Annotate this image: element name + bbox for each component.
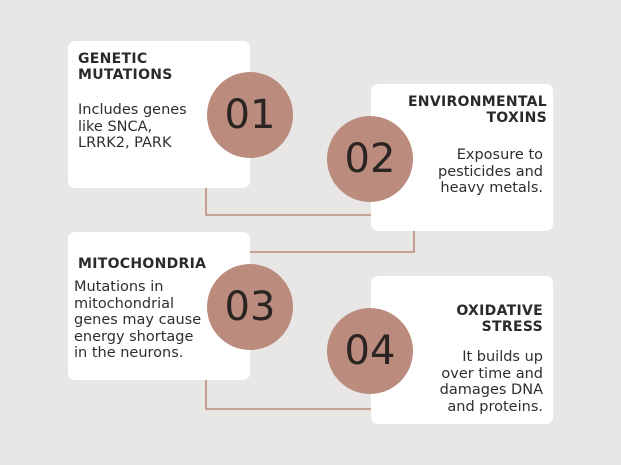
- step-number-badge-04: 04: [327, 308, 413, 394]
- body-line: heavy metals.: [440, 180, 543, 196]
- body-line: energy shortage: [74, 328, 194, 345]
- body-line: like SNCA,: [78, 118, 153, 135]
- body-line: Mutations in: [74, 279, 164, 295]
- connector-01-02: [205, 188, 371, 216]
- card-title: MITOCHONDRIA: [78, 256, 206, 272]
- card-body: Exposure to pesticides and heavy metals.: [438, 147, 543, 197]
- body-line: and proteins.: [447, 398, 543, 415]
- step-number-badge-01: 01: [207, 72, 293, 158]
- title-line: MITOCHONDRIA: [78, 256, 207, 272]
- body-line: LRRK2, PARK: [78, 135, 172, 151]
- step-number-badge-02: 02: [327, 116, 413, 202]
- title-line: ENVIRONMENTAL: [407, 94, 547, 110]
- title-line: STRESS: [481, 319, 543, 335]
- title-line: OXIDATIVE: [456, 303, 543, 319]
- connector-02-03: [250, 231, 415, 253]
- card-body: It builds up over time and damages DNA a…: [440, 349, 543, 415]
- title-line: MUTATIONS: [78, 67, 173, 83]
- card-body: Mutations in mitochondrial genes may cau…: [74, 279, 201, 362]
- card-body: Includes genes like SNCA, LRRK2, PARK: [78, 102, 187, 152]
- body-line: It builds up: [462, 349, 543, 365]
- body-line: over time and: [441, 365, 543, 382]
- card-mitochondria: MITOCHONDRIA Mutations in mitochondrial …: [68, 232, 250, 380]
- body-line: pesticides and: [438, 163, 543, 180]
- card-title: GENETIC MUTATIONS: [78, 51, 173, 83]
- title-line: TOXINS: [486, 110, 547, 126]
- connector-03-04: [205, 380, 371, 410]
- body-line: in the neurons.: [74, 345, 184, 361]
- card-title: ENVIRONMENTAL TOXINS: [408, 94, 547, 126]
- body-line: mitochondrial: [74, 295, 175, 312]
- body-line: damages DNA: [439, 382, 543, 398]
- title-line: GENETIC: [78, 51, 148, 67]
- step-number-badge-03: 03: [207, 264, 293, 350]
- body-line: Exposure to: [456, 147, 543, 163]
- body-line: genes may cause: [74, 312, 202, 328]
- body-line: Includes genes: [78, 102, 187, 118]
- card-title: OXIDATIVE STRESS: [456, 303, 543, 335]
